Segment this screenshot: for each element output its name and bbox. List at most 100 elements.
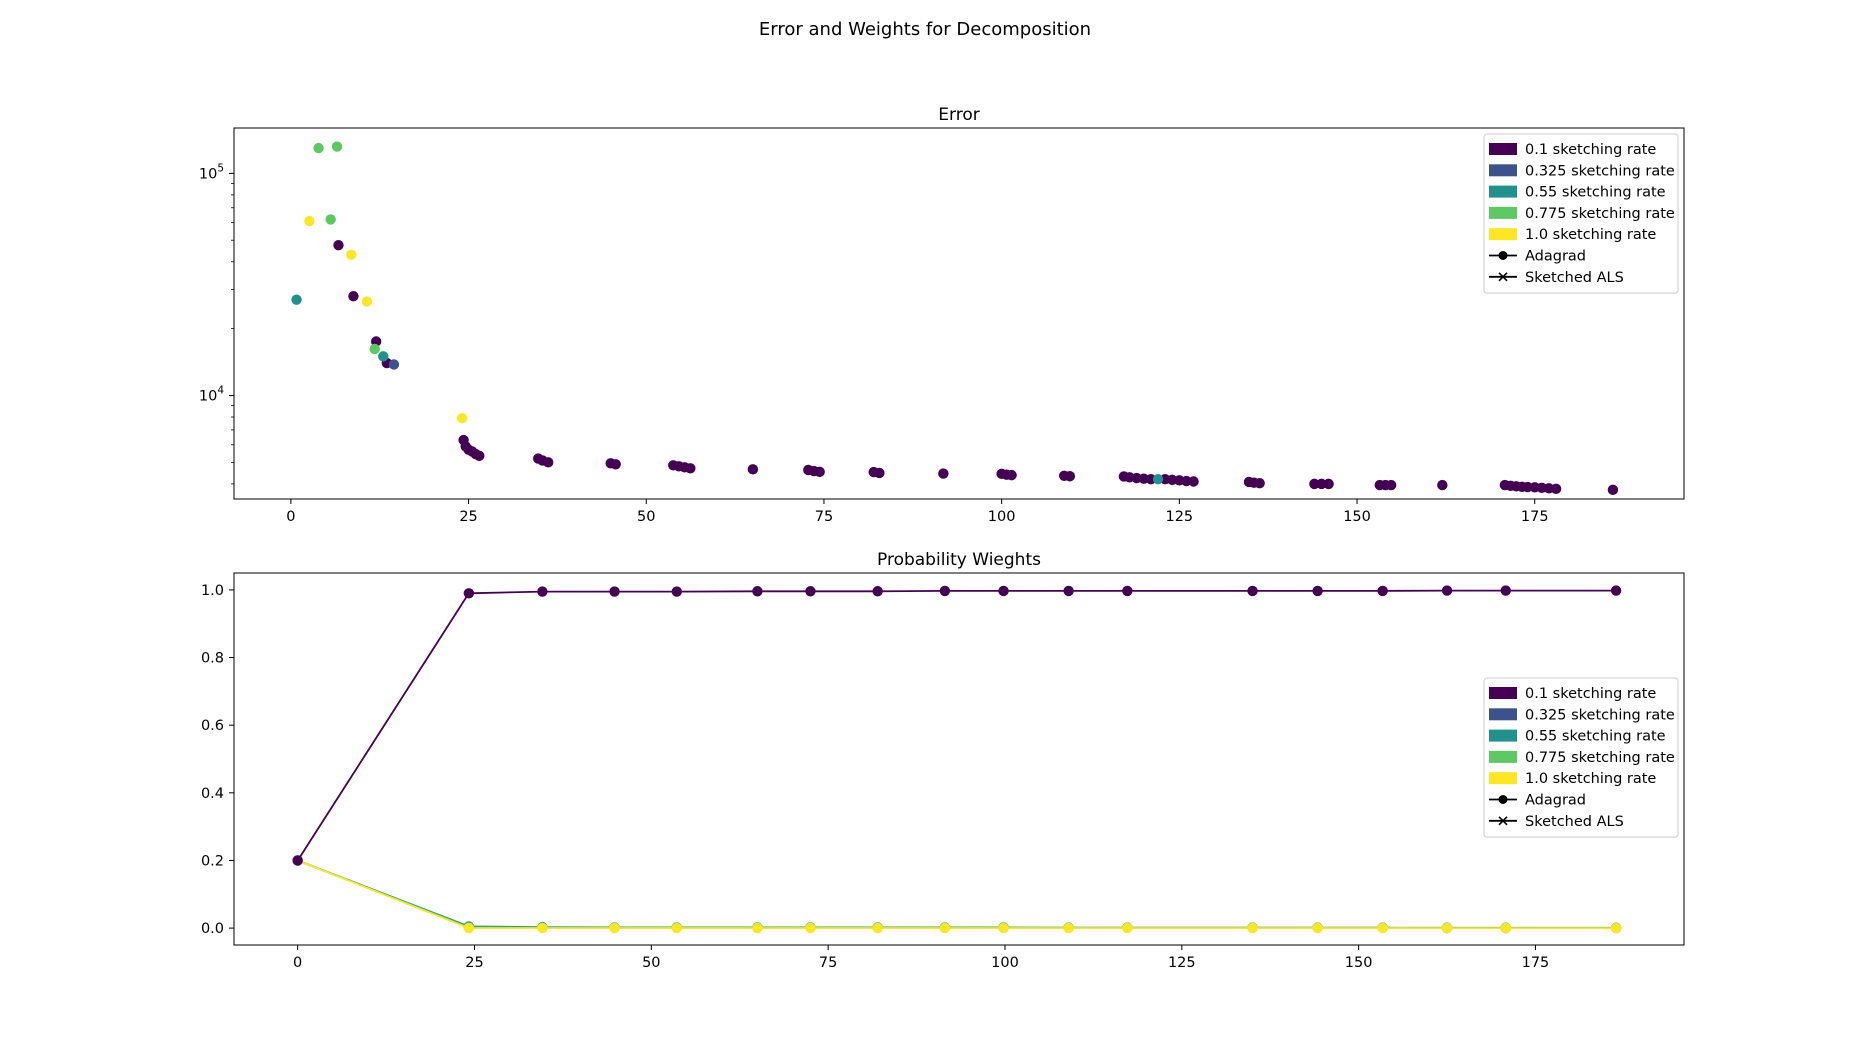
error-chart: Error 0 25 50 75 100 125 150 175 104 105 0.1 sket…: [199, 105, 1685, 525]
weights-point: [998, 922, 1009, 934]
error-point: [1145, 473, 1157, 485]
weights-point: [537, 586, 548, 597]
weights-chart: Probability Wieghts 0 25 50 75 100 125 150 1750…: [201, 550, 1685, 971]
weights-series-line: [297, 859, 1617, 929]
weights-series-0-1-sketching-rate: [292, 585, 1622, 866]
error-chart-legend-entry-adagrad: Adagrad: [1489, 249, 1586, 265]
weights-point: [1122, 922, 1133, 934]
error-chart-legend-swatch: [1489, 206, 1517, 219]
error-point: [685, 463, 696, 474]
error-point: [291, 294, 302, 305]
error-point: [1254, 477, 1265, 489]
error-point: [1309, 478, 1320, 490]
error-point: [369, 343, 380, 355]
error-point: [1550, 483, 1562, 495]
error-series-0-325-sketching-rate: [388, 359, 400, 370]
error-chart-xtick-label: 150: [1343, 509, 1371, 525]
weights-point: [1063, 922, 1074, 934]
error-chart-xtick-label: 100: [988, 509, 1016, 525]
error-chart-legend-swatch: [1489, 164, 1517, 177]
weights-chart-xtick-label: 100: [991, 955, 1019, 971]
error-chart-legend-x-marker: [1498, 272, 1508, 282]
weights-chart-ytick-label: 0.6: [201, 718, 224, 734]
weights-chart-legend-label: 0.325 sketching rate: [1525, 707, 1675, 723]
weights-point: [1500, 922, 1511, 934]
weights-point: [671, 586, 682, 597]
error-chart-ytick-label: 105: [199, 162, 224, 182]
weights-chart-legend-entry-0-55-sketching-rate: 0.55 sketching rate: [1489, 729, 1666, 745]
error-point: [313, 142, 324, 154]
weights-chart-ticks: 0 25 50 75 100 125 150 175 0.0 0.2 0.4 0.6 0.8 1.0: [201, 583, 1549, 971]
weights-chart-legend-swatch: [1489, 708, 1517, 721]
error-chart-legend-swatch: [1489, 228, 1517, 241]
error-point: [938, 468, 949, 479]
error-chart-legend-swatch: [1489, 143, 1517, 155]
weights-point: [1122, 585, 1133, 597]
weights-point: [609, 922, 620, 934]
weights-point: [1063, 585, 1074, 597]
weights-point: [609, 586, 620, 597]
weights-point: [1377, 922, 1388, 934]
error-series-0-55-sketching-rate: [291, 294, 1164, 485]
error-chart-legend-box: [1483, 133, 1679, 294]
error-point: [1152, 473, 1164, 485]
error-chart-frame: [233, 127, 1685, 500]
error-point: [456, 413, 468, 424]
weights-chart-legend-label: Adagrad: [1525, 793, 1586, 809]
weights-chart-title: Probability Wieghts: [877, 550, 1041, 570]
error-point: [325, 214, 336, 225]
weights-point: [872, 586, 883, 597]
weights-point: [292, 855, 303, 866]
error-chart-ytick-label: 104: [199, 384, 224, 404]
error-chart-legend-label: 0.325 sketching rate: [1525, 163, 1675, 179]
weights-chart-ytick-label: 0.0: [201, 921, 224, 937]
error-chart-legend-label: Sketched ALS: [1525, 270, 1624, 286]
weights-chart-legend-box: [1483, 677, 1679, 838]
weights-point: [1312, 585, 1323, 597]
weights-chart-ytick-label: 0.2: [201, 853, 224, 869]
weights-chart-legend-x-marker: [1498, 816, 1508, 826]
weights-chart-legend-entry-1-0-sketching-rate: 1.0 sketching rate: [1489, 771, 1656, 787]
error-point: [1607, 484, 1619, 496]
error-chart-xtick-label: 0: [286, 509, 295, 525]
error-chart-legend: 0.1 sketching rate 0.325 sketching rate 0.…: [1483, 133, 1679, 294]
weights-chart-ytick-label: 0.8: [201, 651, 224, 667]
weights-chart-legend-swatch: [1489, 750, 1517, 763]
error-point: [1385, 479, 1397, 491]
weights-chart-xtick-label: 75: [819, 955, 837, 971]
weights-point: [939, 922, 951, 934]
weights-point: [1247, 922, 1258, 934]
error-series-0-775-sketching-rate: [313, 141, 380, 355]
weights-chart-legend-entry-0-775-sketching-rate: 0.775 sketching rate: [1489, 750, 1675, 766]
weights-chart-legend-label: 0.775 sketching rate: [1525, 750, 1675, 766]
weights-series-1-0-sketching-rate: [292, 855, 1622, 934]
weights-point: [1610, 922, 1622, 934]
weights-chart-xtick-label: 50: [642, 955, 660, 971]
weights-series-0-55-sketching-rate: [292, 855, 1622, 933]
error-point: [304, 215, 315, 227]
weights-point: [805, 922, 816, 934]
error-series-0-1-sketching-rate: [333, 239, 1619, 496]
error-point: [1188, 476, 1199, 487]
error-chart-legend-entry-0-55-sketching-rate: 0.55 sketching rate: [1489, 185, 1666, 201]
error-chart-legend-entry-1-0-sketching-rate: 1.0 sketching rate: [1489, 227, 1656, 243]
weights-chart-legend: 0.1 sketching rate 0.325 sketching rate 0.…: [1483, 677, 1679, 838]
weights-point: [1312, 922, 1323, 934]
weights-point: [752, 922, 763, 934]
weights-chart-legend-label: 1.0 sketching rate: [1525, 771, 1656, 787]
error-point: [747, 464, 759, 475]
weights-chart-legend-entry-adagrad: Adagrad: [1489, 793, 1586, 809]
error-point: [361, 296, 373, 307]
error-chart-legend-dot-marker: [1498, 251, 1508, 260]
weights-chart-legend-swatch: [1489, 772, 1517, 785]
weights-chart-legend-dot-marker: [1498, 795, 1508, 804]
error-point: [874, 467, 885, 479]
weights-point: [1500, 585, 1511, 596]
error-chart-legend-entry-0-775-sketching-rate: 0.775 sketching rate: [1489, 206, 1675, 222]
error-chart-legend-entry-sketched-als: Sketched ALS: [1489, 270, 1624, 286]
weights-series-0-775-sketching-rate: [292, 855, 1622, 934]
error-chart-xtick-label: 50: [637, 509, 655, 525]
weights-chart-lines: [292, 585, 1622, 934]
